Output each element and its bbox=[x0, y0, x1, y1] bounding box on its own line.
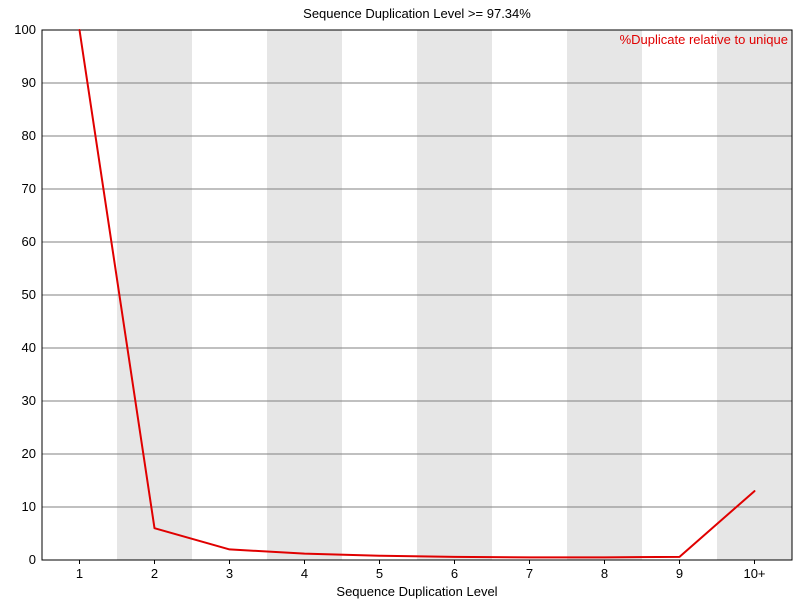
y-tick-label: 80 bbox=[22, 128, 36, 143]
x-tick-label: 5 bbox=[376, 566, 383, 581]
x-tick-label: 4 bbox=[301, 566, 308, 581]
x-tick-label: 10+ bbox=[743, 566, 765, 581]
y-tick-label: 40 bbox=[22, 340, 36, 355]
legend-label: %Duplicate relative to unique bbox=[620, 32, 788, 47]
x-axis-label: Sequence Duplication Level bbox=[336, 584, 497, 599]
y-tick-label: 90 bbox=[22, 75, 36, 90]
duplication-level-chart: 0 10 20 30 40 50 60 70 80 90 100 1 2 3 4 5 6 7 8 9 10+ Sequen… bbox=[0, 0, 800, 600]
y-tick-label: 50 bbox=[22, 287, 36, 302]
y-tick-label: 70 bbox=[22, 181, 36, 196]
x-tick-label: 8 bbox=[601, 566, 608, 581]
x-tick-label: 9 bbox=[676, 566, 683, 581]
y-tick-label: 20 bbox=[22, 446, 36, 461]
x-tick-label: 6 bbox=[451, 566, 458, 581]
y-tick-label: 30 bbox=[22, 393, 36, 408]
chart-svg: 0 10 20 30 40 50 60 70 80 90 100 1 2 3 4 5 6 7 8 9 10+ Sequen… bbox=[0, 0, 800, 600]
x-tick-label: 3 bbox=[226, 566, 233, 581]
y-tick-label: 10 bbox=[22, 499, 36, 514]
x-tick-label: 7 bbox=[526, 566, 533, 581]
x-tick-label: 1 bbox=[76, 566, 83, 581]
x-tick-label: 2 bbox=[151, 566, 158, 581]
y-tick-label: 100 bbox=[14, 22, 36, 37]
y-tick-label: 60 bbox=[22, 234, 36, 249]
chart-title: Sequence Duplication Level >= 97.34% bbox=[303, 6, 531, 21]
y-tick-label: 0 bbox=[29, 552, 36, 567]
